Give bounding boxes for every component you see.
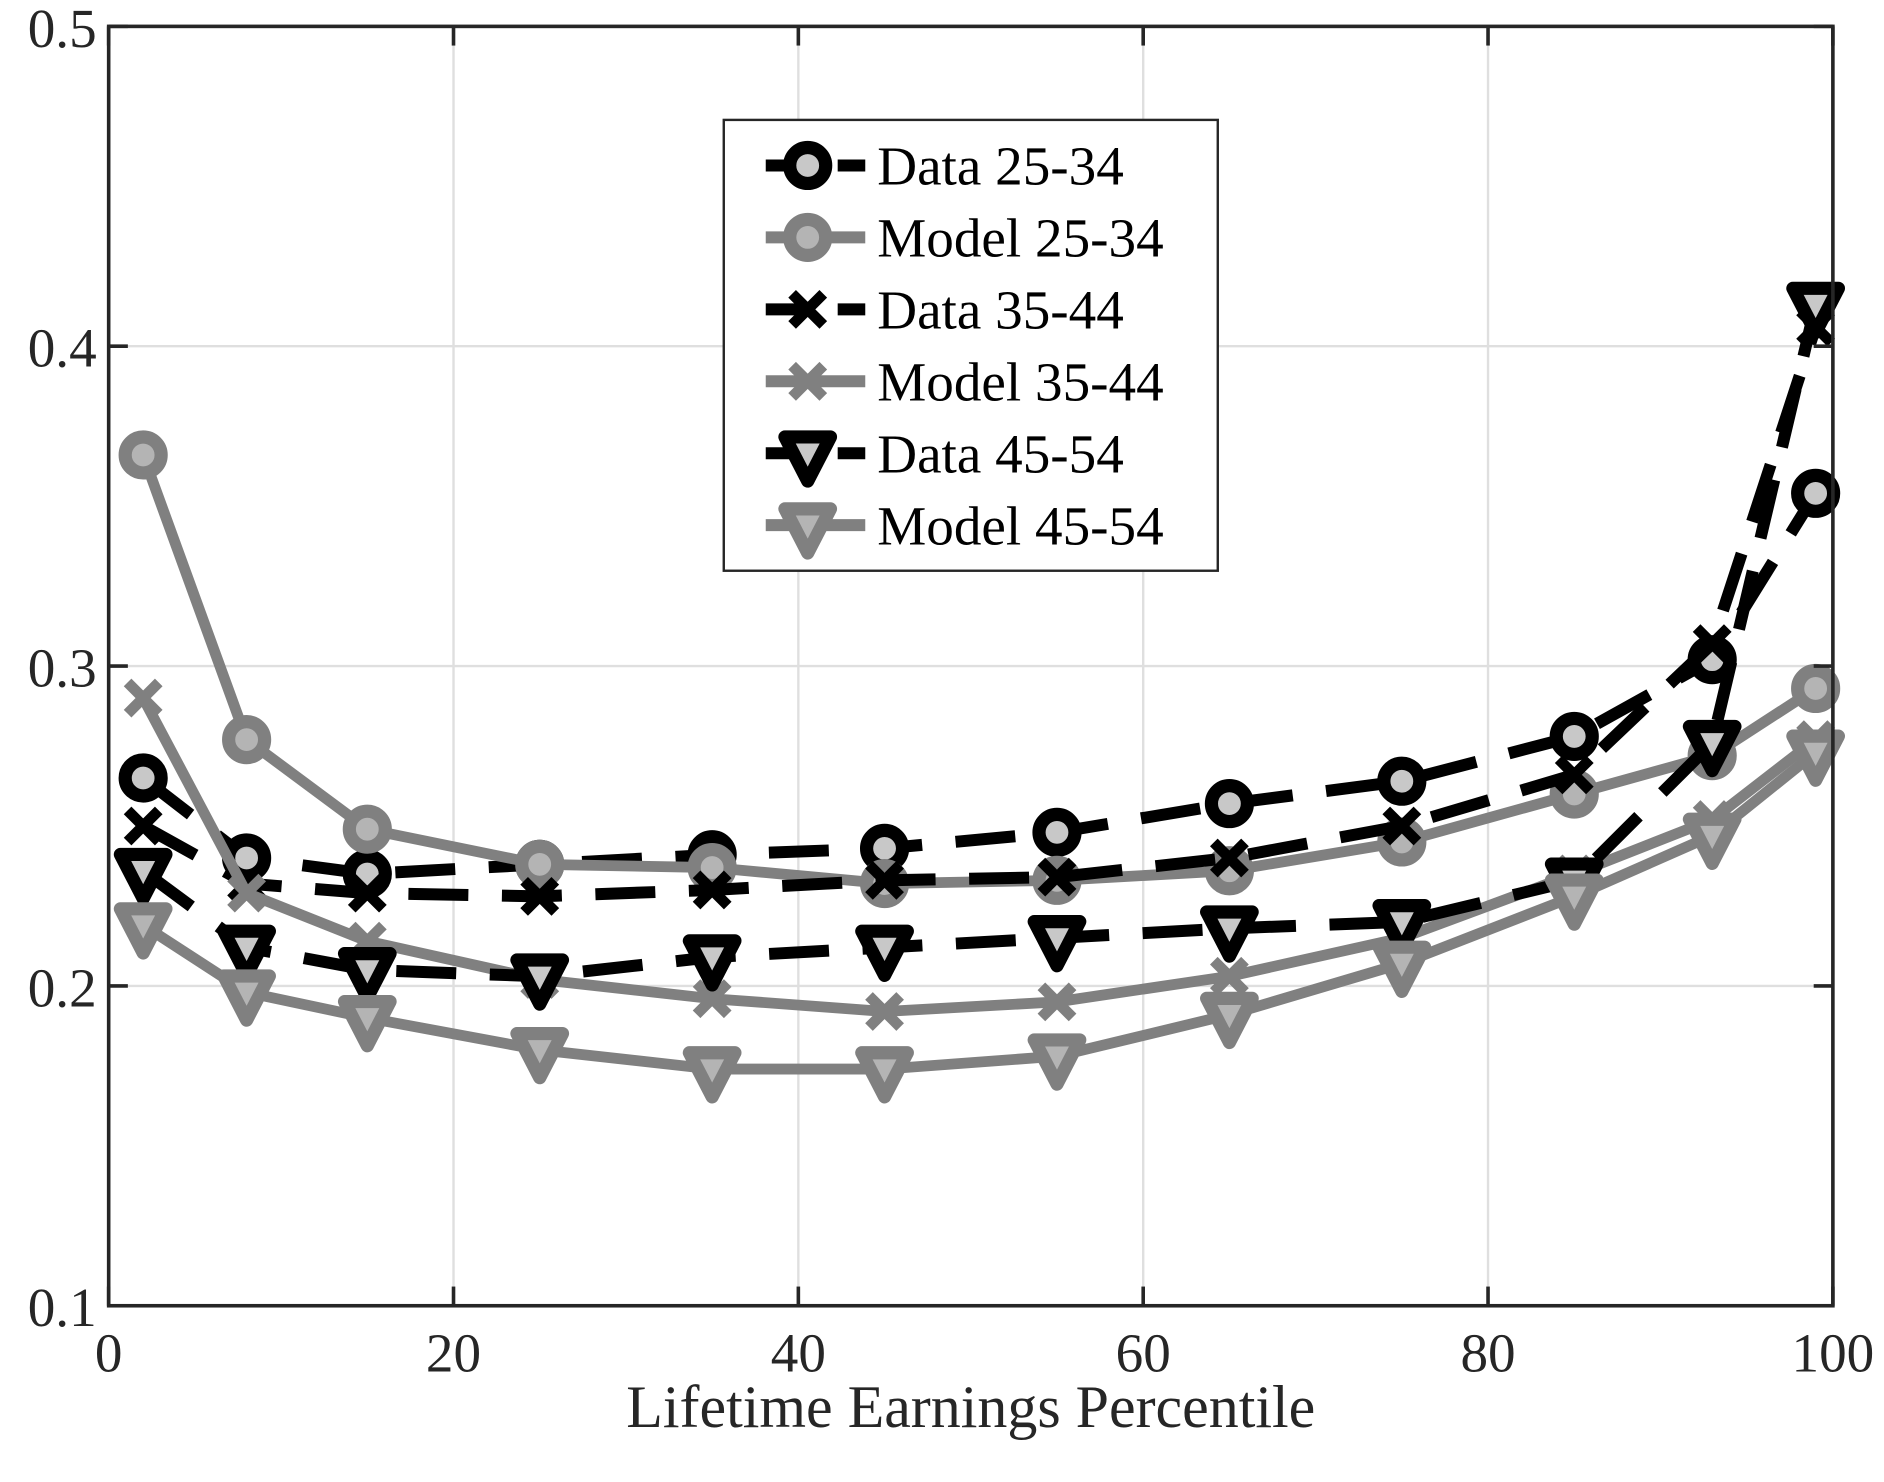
triangle-down-marker-icon — [1682, 812, 1742, 870]
series-model-45-54 — [113, 729, 1846, 1104]
circle-marker-icon — [1791, 468, 1841, 518]
series-line — [140, 325, 1822, 903]
legend-label: Data 35-44 — [877, 280, 1124, 341]
x-marker-icon — [1210, 838, 1249, 878]
circle-marker-icon — [1032, 807, 1082, 857]
legend-item: Data 25-34 — [765, 136, 1124, 197]
legend-item: Model 35-44 — [765, 351, 1164, 412]
triangle-down-marker-icon — [510, 1026, 570, 1085]
y-tick-label: 0.3 — [28, 637, 97, 698]
x-tick-label: 100 — [1792, 1323, 1875, 1384]
triangle-down-marker-icon — [337, 994, 397, 1053]
triangle-down-marker-icon — [113, 902, 173, 960]
triangle-down-marker-icon — [1682, 719, 1742, 778]
tick-labels: 0.1 0.2 0.3 0.4 0.5 0 20 40 60 80 100 — [28, 0, 1874, 1384]
x-tick-label: 60 — [1116, 1323, 1171, 1384]
triangle-down-marker-icon — [855, 924, 914, 982]
triangle-down-marker-icon — [1200, 991, 1259, 1050]
triangle-down-marker-icon — [1786, 729, 1846, 787]
circle-marker-icon — [1377, 756, 1427, 806]
x-marker-icon — [865, 860, 904, 900]
triangle-down-marker-icon — [1544, 873, 1604, 931]
x-marker-icon — [347, 873, 387, 913]
x-tick-label: 40 — [771, 1323, 826, 1384]
circle-marker-icon — [118, 753, 168, 803]
triangle-down-marker-icon — [778, 502, 838, 560]
x-marker-icon — [520, 876, 560, 916]
legend-label: Data 45-54 — [877, 423, 1124, 484]
legend-label: Data 25-34 — [877, 136, 1124, 197]
series-data-45-54 — [113, 281, 1846, 1011]
y-tick-label: 0.2 — [28, 957, 97, 1018]
x-marker-icon — [123, 806, 163, 846]
x-marker-icon — [123, 678, 163, 718]
legend-label: Model 25-34 — [877, 208, 1163, 269]
legend: Data 25-34 Model 25-34 Data 35-44 Model 35-… — [722, 118, 1219, 572]
legend-item: Data 45-54 — [765, 423, 1124, 488]
legend-item: Model 45-54 — [765, 495, 1164, 560]
axes — [106, 24, 1835, 1308]
x-marker-icon — [1554, 755, 1594, 795]
triangle-down-marker-icon — [1200, 905, 1259, 963]
x-marker-icon — [1692, 624, 1732, 664]
circle-marker-icon — [222, 715, 272, 765]
triangle-down-marker-icon — [1027, 915, 1087, 973]
circle-marker-icon — [342, 804, 392, 854]
triangle-down-marker-icon — [855, 1046, 914, 1104]
triangle-down-marker-icon — [217, 924, 276, 982]
triangle-down-marker-icon — [217, 969, 276, 1027]
x-marker-icon — [865, 992, 904, 1031]
triangle-down-marker-icon — [1372, 940, 1432, 998]
triangle-down-marker-icon — [113, 847, 173, 906]
legend-label: Model 35-44 — [877, 351, 1163, 412]
triangle-down-marker-icon — [1027, 1033, 1087, 1091]
x-marker-icon — [1382, 806, 1422, 846]
x-marker-icon — [788, 289, 828, 329]
circle-marker-icon — [783, 140, 833, 191]
triangle-down-marker-icon — [337, 947, 397, 1005]
triangle-down-marker-icon — [1786, 281, 1846, 340]
x-marker-icon — [1037, 857, 1077, 897]
triangle-down-marker-icon — [682, 1046, 742, 1104]
y-tick-label: 0.1 — [28, 1277, 97, 1338]
y-tick-label: 0.4 — [28, 318, 97, 379]
circle-marker-icon — [1791, 663, 1841, 714]
x-marker-icon — [1037, 982, 1077, 1022]
x-marker-icon — [692, 979, 732, 1019]
legend-item: Model 25-34 — [765, 208, 1164, 269]
x-marker-icon — [227, 873, 267, 913]
y-tick-label: 0.5 — [28, 0, 97, 59]
x-marker-icon — [788, 361, 828, 401]
x-marker-icon — [1210, 956, 1249, 996]
x-marker-icon — [692, 870, 732, 910]
triangle-down-marker-icon — [510, 953, 570, 1011]
circle-marker-icon — [118, 430, 168, 480]
circle-marker-icon — [1204, 779, 1254, 829]
circle-marker-icon — [783, 212, 833, 262]
triangle-down-marker-icon — [1372, 899, 1432, 957]
circle-marker-icon — [1549, 711, 1599, 762]
legend-label: Model 45-54 — [877, 495, 1163, 556]
x-axis-label: Lifetime Earnings Percentile — [626, 1374, 1315, 1440]
triangle-down-marker-icon — [778, 430, 838, 488]
x-tick-label: 0 — [95, 1323, 123, 1384]
x-tick-label: 20 — [426, 1323, 481, 1384]
plot-area — [113, 281, 1846, 1104]
triangle-down-marker-icon — [682, 934, 742, 992]
x-tick-label: 80 — [1460, 1323, 1515, 1384]
circle-marker-icon — [515, 839, 565, 889]
legend-item: Data 35-44 — [765, 280, 1124, 341]
legend-box — [722, 118, 1219, 572]
